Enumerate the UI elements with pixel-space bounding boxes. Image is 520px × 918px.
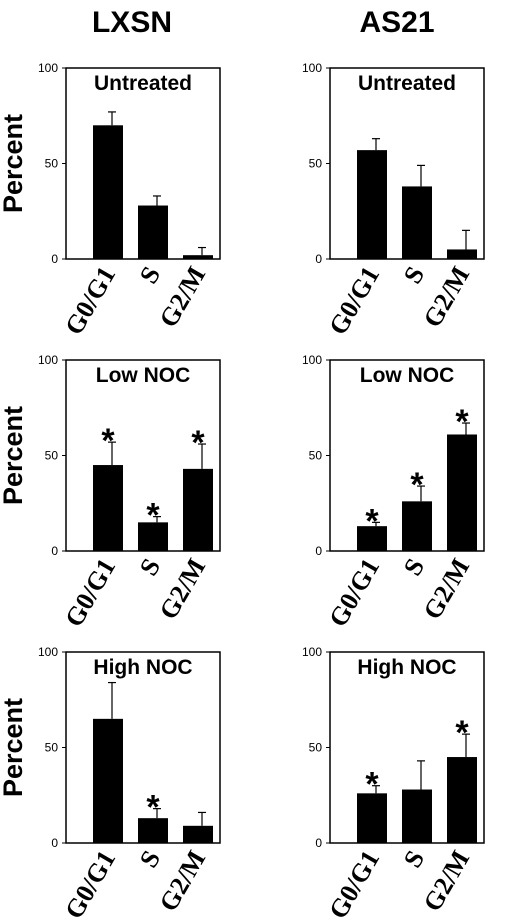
bar-s [138,522,168,551]
panel-as21-untreated: Untreated 0 50 100 G0/G1 SG2/M [302,61,485,340]
bar-s [402,186,432,259]
column-title-lxsn: LXSN [92,6,172,39]
y-tick-label: 0 [51,836,58,850]
y-tick-label: 0 [315,836,322,850]
x-tick-label: G2/M [418,262,476,333]
y-tick-label: 0 [315,544,322,558]
x-tick-label: G2/M [154,262,212,333]
y-tick-label: 50 [45,741,59,755]
x-tick-label: S [134,846,166,873]
panel-lxsn-untreated: Untreated 0 50 100 Percent G0/G1 SG2/M [0,61,221,340]
panel-as21-low-noc: Low NOC 0 50 100 * G0/G1 * S * G2/M [302,353,485,632]
y-axis-label: Percent [0,114,28,213]
y-tick-label: 0 [51,252,58,266]
y-tick-label: 50 [309,741,323,755]
x-tick-label: S [134,554,166,581]
bar-s [138,818,168,843]
significance-asterisk: * [146,789,160,827]
y-tick-label: 100 [38,61,58,75]
y-tick-label: 100 [302,353,322,367]
x-tick-label: G0/G1 [59,846,121,918]
panel-title: Untreated [94,72,192,95]
bar-g2-m [447,249,477,259]
bar-g0-g1 [93,465,123,551]
bar-g0-g1 [93,718,123,843]
bar-g2-m [183,468,213,551]
bar-s [402,789,432,843]
panel-as21-high-noc: High NOC 0 50 100 * G0/G1 S * G2/M [302,645,485,918]
x-tick-label: G2/M [154,846,212,917]
y-tick-label: 50 [45,449,59,463]
x-tick-label: G0/G1 [59,554,121,632]
bar-g0-g1 [93,125,123,259]
significance-asterisk: * [410,466,424,504]
significance-asterisk: * [365,766,379,804]
bar-g0-g1 [357,793,387,843]
bar-g2-m [183,825,213,843]
bar-g0-g1 [357,526,387,551]
x-tick-label: G0/G1 [323,846,385,918]
significance-asterisk: * [455,403,469,441]
x-tick-label: S [398,554,430,581]
panel-lxsn-high-noc: High NOC 0 50 100 Percent G0/G1 * SG2/M [0,645,221,918]
panel-title: High NOC [357,656,456,679]
y-tick-label: 100 [38,645,58,659]
panel-title: High NOC [93,656,192,679]
significance-asterisk: * [101,422,115,460]
significance-asterisk: * [365,502,379,540]
x-tick-label: G0/G1 [323,262,385,340]
significance-asterisk: * [191,424,205,462]
y-tick-label: 50 [309,449,323,463]
bar-s [138,205,168,259]
panel-title: Low NOC [96,364,191,387]
significance-asterisk: * [455,714,469,752]
bar-g2-m [447,757,477,843]
y-tick-label: 50 [309,157,323,171]
column-title-as21: AS21 [359,6,434,39]
y-tick-label: 100 [302,645,322,659]
x-tick-label: G2/M [418,554,476,625]
y-tick-label: 100 [302,61,322,75]
y-tick-label: 100 [38,353,58,367]
bar-s [402,501,432,551]
bar-g0-g1 [357,150,387,259]
plot-frame [65,651,221,844]
x-tick-label: S [398,262,430,289]
significance-asterisk: * [146,497,160,535]
bar-g2-m [447,434,477,551]
panel-title: Untreated [358,72,456,95]
panel-lxsn-low-noc: Low NOC 0 50 100 Percent * G0/G1 * S * G2/M [0,353,221,632]
x-tick-label: G2/M [154,554,212,625]
x-tick-label: G2/M [418,846,476,917]
y-tick-label: 0 [51,544,58,558]
x-tick-label: G0/G1 [323,554,385,632]
x-tick-label: S [134,262,166,289]
y-tick-label: 50 [45,157,59,171]
x-tick-label: S [398,846,430,873]
y-axis-label: Percent [0,698,28,797]
x-tick-label: G0/G1 [59,262,121,340]
y-tick-label: 0 [315,252,322,266]
panel-title: Low NOC [360,364,455,387]
y-axis-label: Percent [0,406,28,505]
bar-g2-m [183,255,213,259]
